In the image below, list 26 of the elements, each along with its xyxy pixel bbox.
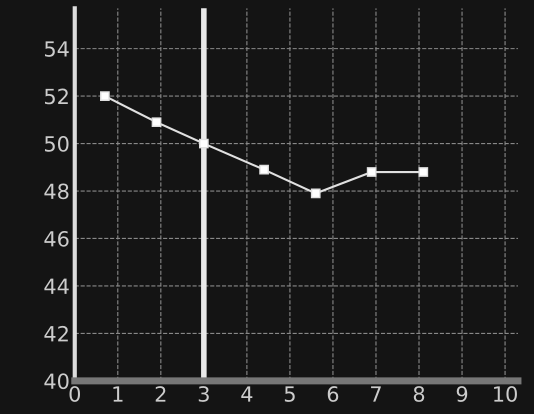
x-tick-label: 3 bbox=[198, 386, 209, 402]
point bbox=[100, 91, 110, 101]
point bbox=[198, 138, 209, 148]
x-tick-label: 2 bbox=[156, 386, 166, 402]
x-tick-label: 6 bbox=[328, 386, 338, 402]
point bbox=[366, 167, 377, 177]
point bbox=[418, 167, 428, 177]
x-tick-label: 7 bbox=[371, 386, 381, 402]
y-tick-label: 50 bbox=[44, 136, 69, 152]
x-tick-label: 4 bbox=[241, 386, 252, 402]
y-tick-label: 44 bbox=[44, 278, 69, 294]
x-tick-label: 5 bbox=[284, 386, 295, 402]
x-tick-label: 0 bbox=[70, 386, 80, 402]
x-tick-label: 10 bbox=[494, 386, 517, 402]
y-tick-label: 48 bbox=[44, 183, 68, 200]
x-tick-label: 8 bbox=[414, 386, 424, 402]
y-tick-label: 46 bbox=[44, 230, 69, 247]
point bbox=[310, 188, 321, 198]
point bbox=[259, 164, 269, 175]
y-tick-label: 42 bbox=[44, 326, 68, 342]
x-tick-label: 9 bbox=[456, 386, 468, 402]
x-tick-label: 1 bbox=[113, 386, 122, 402]
y-tick-label: 40 bbox=[44, 373, 69, 390]
y-tick-label: 54 bbox=[44, 41, 69, 57]
point bbox=[152, 117, 162, 128]
y-tick-label: 52 bbox=[44, 88, 68, 104]
